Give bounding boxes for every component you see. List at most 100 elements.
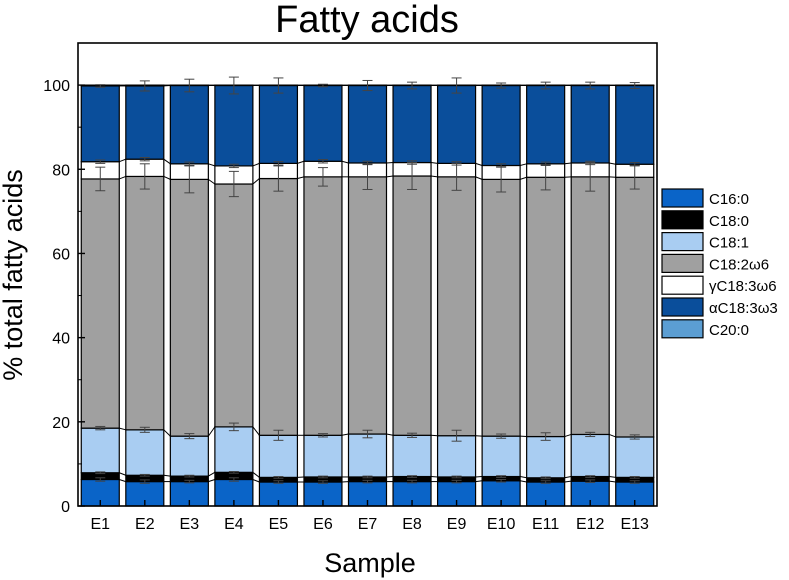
bar-segment bbox=[169, 84, 209, 165]
error-bar bbox=[629, 82, 640, 89]
y-tick-label: 100 bbox=[43, 78, 70, 95]
error-bar bbox=[228, 163, 239, 169]
error-bar bbox=[451, 429, 462, 442]
x-tick-label: E13 bbox=[620, 516, 649, 533]
bar-segment bbox=[303, 84, 343, 162]
error-bar bbox=[317, 159, 328, 164]
error-bar bbox=[407, 432, 418, 438]
bar-segment bbox=[258, 177, 299, 436]
connect-line bbox=[386, 175, 394, 178]
legend-swatch bbox=[661, 297, 704, 317]
connect-line bbox=[430, 175, 438, 178]
x-tick-label: E10 bbox=[487, 516, 516, 533]
legend-label: αC18:3ω3 bbox=[709, 300, 778, 317]
y-tick-label: 0 bbox=[61, 499, 70, 516]
error-bar bbox=[95, 471, 106, 475]
error-bar bbox=[228, 422, 239, 432]
bar-segment bbox=[169, 435, 209, 477]
bar-segment bbox=[436, 84, 477, 164]
error-bar bbox=[139, 473, 150, 477]
legend-label: C18:0 bbox=[709, 213, 749, 230]
error-bar bbox=[317, 167, 328, 187]
error-bar bbox=[184, 433, 195, 440]
bar-segment bbox=[526, 176, 566, 438]
x-axis-title: Sample bbox=[324, 548, 416, 578]
error-bar bbox=[585, 475, 596, 478]
error-bar bbox=[407, 479, 418, 484]
x-tick-label: E2 bbox=[135, 516, 155, 533]
error-bar bbox=[629, 162, 640, 167]
connect-line bbox=[208, 178, 216, 185]
bar-segment bbox=[214, 426, 254, 473]
error-bar bbox=[95, 84, 106, 88]
bar-segment bbox=[347, 433, 388, 478]
bar-segment bbox=[392, 175, 432, 436]
y-tick-label: 60 bbox=[52, 246, 70, 263]
legend-swatch bbox=[661, 210, 704, 230]
error-bar bbox=[540, 161, 551, 166]
error-bar bbox=[228, 470, 239, 474]
connect-line bbox=[163, 158, 171, 165]
connect-line bbox=[475, 162, 483, 166]
connect-line bbox=[519, 176, 527, 180]
connect-line bbox=[564, 480, 572, 483]
connect-line bbox=[252, 471, 260, 478]
bar-segment bbox=[347, 176, 388, 435]
connect-line bbox=[341, 433, 349, 436]
bar-segment bbox=[526, 84, 566, 165]
error-bar bbox=[139, 80, 150, 92]
y-tick-label: 80 bbox=[52, 162, 70, 179]
error-bar bbox=[317, 83, 328, 88]
legend-label: C16:0 bbox=[709, 191, 749, 208]
connect-line bbox=[252, 162, 260, 167]
error-bar bbox=[228, 76, 239, 95]
bar-segment bbox=[392, 434, 432, 478]
error-bar bbox=[95, 425, 106, 431]
error-bar bbox=[273, 429, 284, 441]
bar-segment bbox=[481, 84, 521, 167]
connect-line bbox=[430, 162, 438, 164]
y-tick-label: 20 bbox=[52, 415, 70, 432]
bar-segment bbox=[258, 84, 299, 164]
error-bar bbox=[451, 77, 462, 94]
bar-segment bbox=[125, 175, 165, 431]
error-bar bbox=[139, 479, 150, 484]
error-bar bbox=[362, 429, 373, 439]
bar-segment bbox=[570, 84, 610, 164]
connect-line bbox=[163, 429, 171, 437]
y-tick-label: 40 bbox=[52, 331, 70, 348]
bar-segment bbox=[392, 84, 432, 164]
bar-segment bbox=[80, 178, 120, 429]
error-bar bbox=[228, 170, 239, 198]
x-tick-label: E8 bbox=[402, 516, 422, 533]
error-bar bbox=[451, 475, 462, 479]
error-bar bbox=[228, 477, 239, 482]
error-bar bbox=[317, 433, 328, 438]
bar-segment bbox=[570, 433, 610, 478]
error-bar bbox=[139, 163, 150, 190]
connect-line bbox=[564, 476, 572, 479]
x-tick-label: E1 bbox=[90, 516, 110, 533]
connect-line bbox=[119, 472, 126, 476]
error-bar bbox=[496, 163, 507, 168]
bar-segment bbox=[570, 176, 610, 436]
connect-line bbox=[252, 426, 260, 436]
bar-segment bbox=[481, 178, 521, 437]
x-tick-label: E5 bbox=[269, 516, 289, 533]
bar-segment bbox=[125, 429, 165, 476]
connect-line bbox=[609, 433, 616, 438]
error-bar bbox=[362, 79, 373, 92]
error-bar bbox=[184, 78, 195, 93]
connect-line bbox=[475, 480, 483, 483]
error-bar bbox=[273, 480, 284, 484]
connect-line bbox=[163, 474, 171, 477]
connect-line bbox=[519, 163, 527, 166]
connect-line bbox=[564, 162, 572, 165]
connect-line bbox=[207, 426, 216, 437]
bar-segment bbox=[80, 427, 120, 474]
legend-swatch bbox=[661, 275, 704, 295]
connect-line bbox=[564, 433, 572, 438]
bar-segment bbox=[436, 435, 477, 478]
bar-segment bbox=[258, 434, 299, 478]
error-bar bbox=[184, 479, 195, 484]
